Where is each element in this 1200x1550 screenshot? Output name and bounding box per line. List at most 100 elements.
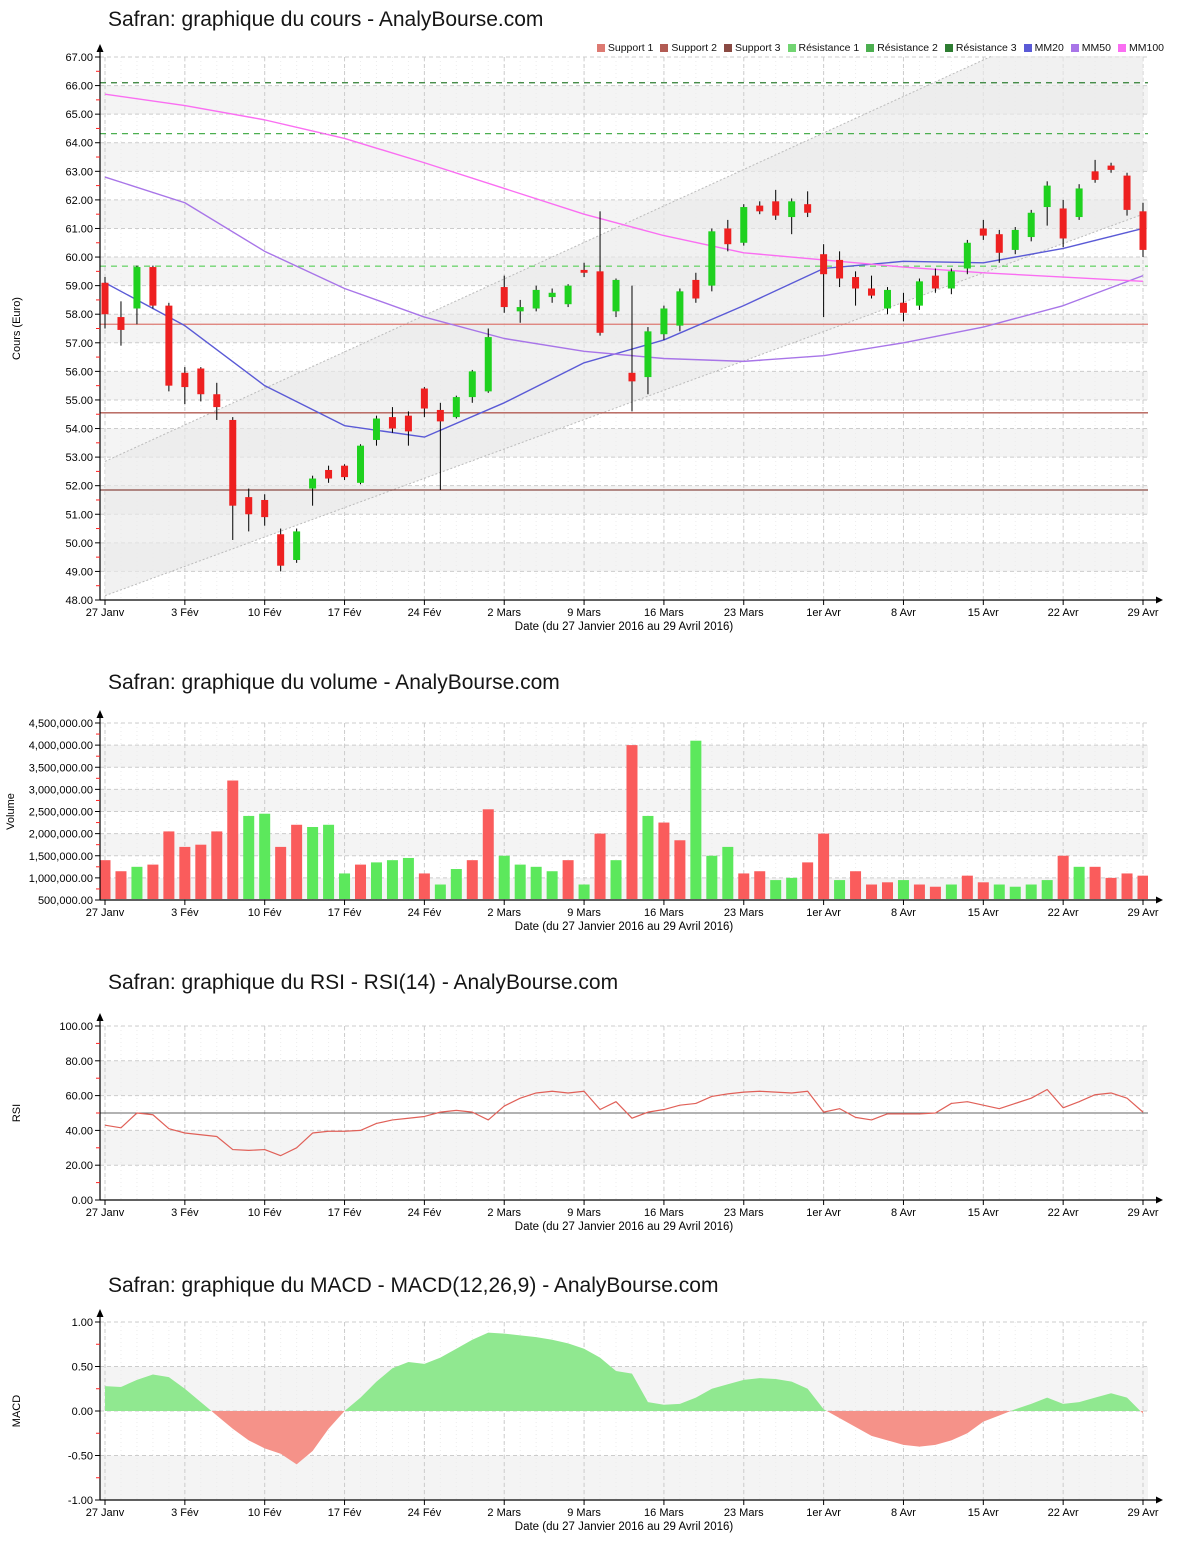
candle — [804, 204, 812, 213]
candle — [580, 269, 588, 273]
svg-text:40.00: 40.00 — [65, 1125, 93, 1137]
volume-bar — [594, 833, 606, 899]
svg-text:62.00: 62.00 — [65, 195, 93, 207]
svg-text:22 Avr: 22 Avr — [1048, 1507, 1079, 1519]
candle — [947, 271, 955, 289]
svg-text:1er Avr: 1er Avr — [806, 1207, 841, 1219]
svg-text:17 Fév: 17 Fév — [328, 1507, 362, 1519]
svg-text:24 Fév: 24 Fév — [408, 907, 442, 919]
volume-bar — [945, 884, 957, 899]
svg-text:1,000,000.00: 1,000,000.00 — [29, 873, 93, 885]
x-axis-arrow-icon — [1156, 1496, 1163, 1504]
volume-bar — [355, 864, 367, 899]
volume-bar — [275, 846, 287, 899]
volume-bar — [690, 740, 702, 899]
svg-text:2,000,000.00: 2,000,000.00 — [29, 829, 93, 841]
svg-text:16 Mars: 16 Mars — [644, 1507, 684, 1519]
volume-bar — [227, 780, 239, 899]
svg-text:8 Avr: 8 Avr — [891, 1207, 916, 1219]
candle — [660, 308, 668, 335]
axes: 500,000.00 1,000,000.00 1,500,000.00 2,000,… — [5, 710, 1163, 933]
volume-bar — [706, 855, 718, 899]
x-axis-title: Date (du 27 Janvier 2016 au 29 Avril 201… — [515, 1521, 734, 1533]
candle — [213, 394, 221, 408]
volume-bar — [961, 875, 973, 899]
volume-bar — [850, 871, 862, 899]
volume-bar — [722, 846, 734, 899]
volume-bar — [195, 844, 207, 899]
svg-text:29 Avr: 29 Avr — [1128, 1207, 1159, 1219]
candle — [1107, 165, 1115, 170]
candle — [532, 289, 540, 309]
volume-bar — [115, 871, 127, 899]
rsi-chart: 0.00 20.00 40.00 60.00 80.00 100.00 27 Janv 3 F… — [11, 1013, 1163, 1233]
svg-text:23 Mars: 23 Mars — [724, 1507, 764, 1519]
legend-label: MM100 — [1128, 42, 1164, 54]
svg-text:8 Avr: 8 Avr — [891, 907, 916, 919]
svg-text:64.00: 64.00 — [65, 138, 93, 150]
mm100-swatch-icon — [1117, 44, 1126, 52]
candle — [676, 291, 684, 326]
volume-bar — [1089, 866, 1101, 899]
svg-text:100.00: 100.00 — [59, 1021, 93, 1033]
volume-bar — [881, 882, 893, 899]
mm20-swatch-icon — [1023, 44, 1032, 52]
x-axis-title: Date (du 27 Janvier 2016 au 29 Avril 201… — [515, 1221, 734, 1233]
volume-bar — [307, 826, 319, 899]
candle — [788, 201, 796, 218]
volume-bar — [402, 857, 414, 899]
price-chart: 48.00 49.00 50.00 51.00 52.00 53.00 54.00 55.00… — [11, 44, 1163, 633]
svg-text:29 Avr: 29 Avr — [1128, 1507, 1159, 1519]
svg-text:61.00: 61.00 — [65, 223, 93, 235]
x-axis-arrow-icon — [1156, 596, 1163, 604]
candle — [1059, 208, 1067, 239]
volume-bar — [1057, 855, 1069, 899]
candle — [596, 271, 604, 333]
legend-label: Résistance 3 — [955, 42, 1017, 54]
candle — [883, 289, 891, 309]
legend-item-support-3: Support 3 — [723, 42, 781, 54]
candle — [1123, 175, 1131, 210]
candle — [548, 292, 556, 298]
volume-bar — [291, 824, 303, 899]
candle — [388, 417, 396, 429]
rsi-chart-title: Safran: graphique du RSI - RSI(14) - Ana… — [108, 971, 619, 994]
volume-bar — [1137, 875, 1148, 899]
y-axis-arrow-icon — [96, 710, 104, 718]
volume-bar — [147, 864, 159, 899]
svg-text:0.00: 0.00 — [72, 1406, 93, 1418]
svg-text:17 Fév: 17 Fév — [328, 1207, 362, 1219]
y-axis-title: RSI — [11, 1104, 23, 1122]
svg-text:3 Fév: 3 Fév — [171, 1207, 199, 1219]
svg-text:1.00: 1.00 — [72, 1317, 93, 1329]
volume-bar — [913, 884, 925, 899]
candle — [915, 281, 923, 306]
volume-bar — [1009, 886, 1021, 899]
svg-text:50.00: 50.00 — [65, 538, 93, 550]
svg-text:22 Avr: 22 Avr — [1048, 907, 1079, 919]
candle — [1027, 212, 1035, 238]
volume-bar — [738, 873, 750, 899]
svg-text:8 Avr: 8 Avr — [891, 1507, 916, 1519]
candle — [931, 275, 939, 289]
svg-text:9 Mars: 9 Mars — [567, 1507, 601, 1519]
svg-text:9 Mars: 9 Mars — [567, 607, 601, 619]
trend-channel-lower — [104, 213, 1144, 597]
volume-bar — [754, 871, 766, 899]
legend-item-mm100: MM100 — [1117, 42, 1164, 54]
axes: 48.00 49.00 50.00 51.00 52.00 53.00 54.00 55.00… — [11, 44, 1163, 633]
svg-text:10 Fév: 10 Fév — [248, 607, 282, 619]
volume-bar — [770, 880, 782, 899]
svg-text:2 Mars: 2 Mars — [487, 907, 521, 919]
svg-text:3,500,000.00: 3,500,000.00 — [29, 762, 93, 774]
legend-label: Support 2 — [671, 42, 717, 54]
svg-text:0.50: 0.50 — [72, 1362, 93, 1374]
price-chart-title: Safran: graphique du cours - AnalyBourse… — [108, 8, 544, 31]
candle — [708, 231, 716, 286]
volume-series — [100, 740, 1148, 899]
candle — [165, 305, 173, 386]
svg-text:27 Janv: 27 Janv — [86, 907, 125, 919]
volume-bar — [929, 886, 941, 899]
macd-chart: -1.00 -0.50 0.00 0.50 1.00 27 Janv 3 Fév 10 Fév… — [11, 1309, 1163, 1533]
